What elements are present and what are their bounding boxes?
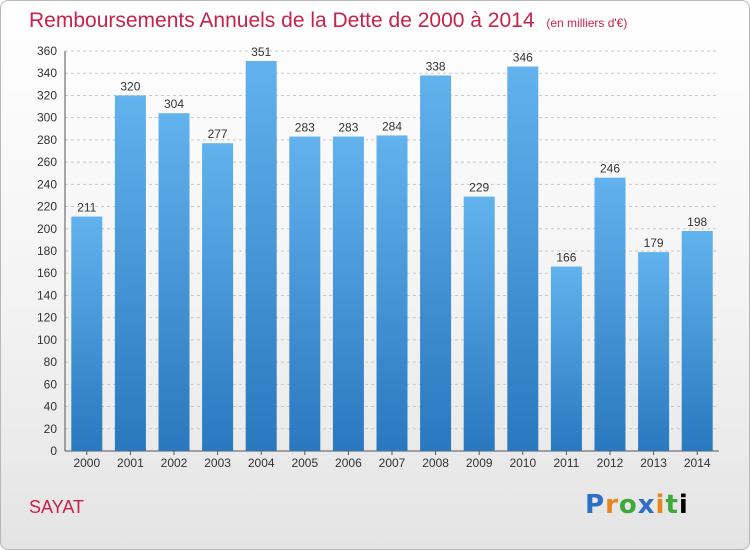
x-tick-label: 2002 <box>161 456 188 470</box>
data-label: 304 <box>164 97 184 111</box>
bar <box>463 196 495 451</box>
bar <box>71 216 103 451</box>
bar <box>507 66 539 452</box>
x-tick-label: 2007 <box>379 456 406 470</box>
data-label: 283 <box>295 121 315 135</box>
proxiti-logo: Proxiti <box>585 490 689 520</box>
bar <box>420 75 452 451</box>
bar <box>202 143 234 451</box>
y-tick-label: 80 <box>44 355 58 369</box>
city-name: SAYAT <box>29 497 85 517</box>
x-tick-label: 2010 <box>509 456 536 470</box>
bar <box>289 136 321 452</box>
bar <box>550 266 582 451</box>
data-label: 351 <box>251 45 271 59</box>
y-tick-label: 280 <box>37 133 57 147</box>
x-tick-label: 2009 <box>466 456 493 470</box>
x-tick-label: 2001 <box>117 456 144 470</box>
y-tick-label: 240 <box>37 177 57 191</box>
y-tick-label: 40 <box>44 400 58 414</box>
data-label: 246 <box>600 162 620 176</box>
y-tick-label: 360 <box>37 44 57 58</box>
data-label: 320 <box>120 79 140 93</box>
y-tick-label: 300 <box>37 111 57 125</box>
bar <box>594 177 626 451</box>
y-tick-label: 220 <box>37 200 57 214</box>
x-tick-label: 2013 <box>640 456 667 470</box>
bar <box>376 135 408 451</box>
data-label: 166 <box>556 251 576 265</box>
data-label: 277 <box>208 127 228 141</box>
data-label: 229 <box>469 181 489 195</box>
x-tick-label: 2005 <box>291 456 318 470</box>
x-tick-label: 2011 <box>553 456 579 470</box>
bar <box>332 136 364 452</box>
x-tick-label: 2008 <box>422 456 449 470</box>
data-label: 284 <box>382 119 402 133</box>
chart-subtitle: (en milliers d'€) <box>546 16 628 30</box>
data-label: 179 <box>644 236 664 250</box>
y-tick-label: 100 <box>37 333 57 347</box>
x-tick-label: 2006 <box>335 456 362 470</box>
chart-title: Remboursements Annuels de la Dette de 20… <box>29 9 627 33</box>
y-tick-label: 320 <box>37 88 57 102</box>
y-tick-label: 180 <box>37 244 57 258</box>
x-tick-label: 2000 <box>73 456 100 470</box>
x-tick-label: 2004 <box>248 456 275 470</box>
y-tick-label: 160 <box>37 266 57 280</box>
x-tick-label: 2012 <box>597 456 624 470</box>
bar <box>245 61 277 451</box>
y-tick-label: 0 <box>50 444 57 458</box>
y-tick-label: 200 <box>37 222 57 236</box>
bar <box>681 231 713 451</box>
y-tick-label: 120 <box>37 311 57 325</box>
data-label: 211 <box>77 201 96 215</box>
bar <box>638 252 670 451</box>
chart-title-text: Remboursements Annuels de la Dette de 20… <box>29 9 535 32</box>
y-tick-label: 340 <box>37 66 57 80</box>
data-label: 338 <box>426 59 446 73</box>
data-label: 283 <box>338 121 358 135</box>
bar <box>114 95 146 451</box>
x-tick-label: 2014 <box>684 456 711 470</box>
data-label: 346 <box>513 51 533 65</box>
data-label: 198 <box>687 215 707 229</box>
bar <box>158 113 190 451</box>
y-tick-label: 260 <box>37 155 57 169</box>
y-tick-label: 20 <box>44 422 58 436</box>
y-tick-label: 60 <box>44 377 58 391</box>
x-tick-label: 2003 <box>204 456 231 470</box>
y-tick-label: 140 <box>37 288 57 302</box>
